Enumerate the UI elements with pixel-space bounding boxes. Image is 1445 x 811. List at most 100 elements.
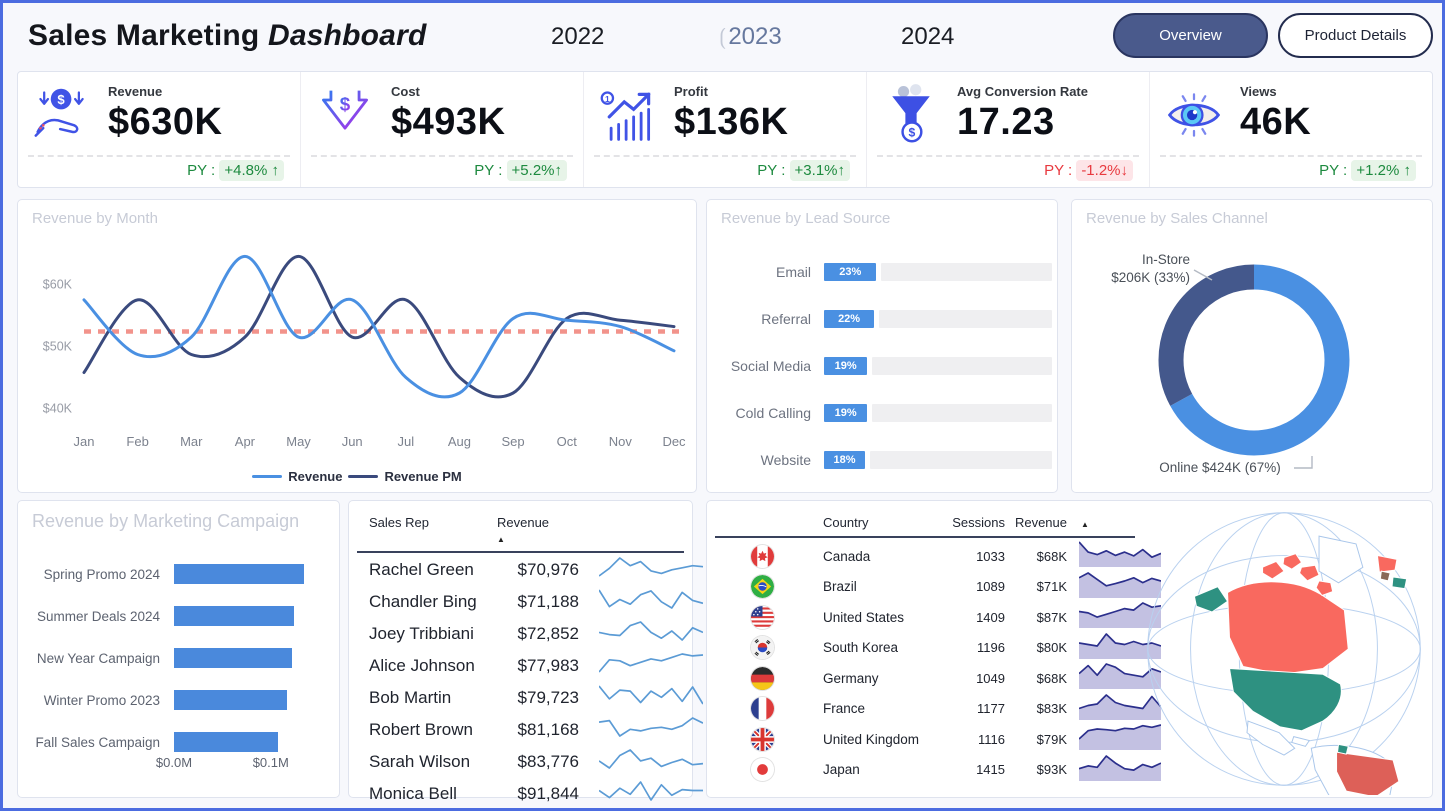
svg-text:Oct: Oct [557, 434, 578, 449]
world-map[interactable] [1138, 503, 1430, 808]
svg-text:Jun: Jun [342, 434, 363, 449]
divider [877, 155, 1139, 157]
table-row[interactable]: Robert Brown $81,168 [357, 713, 704, 745]
legend-item[interactable]: Revenue [252, 469, 342, 484]
table-row[interactable]: Brazil 1089 $71K [715, 569, 1162, 600]
revenue-sparkline [585, 588, 704, 615]
bar-value: 18% [824, 450, 866, 469]
kpi-value: $136K [674, 101, 789, 143]
revenue-by-marketing-campaign-card: Revenue by Marketing Campaign Spring Pro… [17, 500, 340, 798]
map-europe-red [1376, 554, 1398, 573]
table-row[interactable]: Monica Bell $91,844 [357, 777, 703, 808]
table-row[interactable]: Chandler Bing $71,188 [357, 585, 704, 617]
table-row[interactable]: South Korea 1196 $80K [715, 630, 1162, 661]
table-row[interactable]: France 1177 $83K [715, 691, 1162, 722]
selection-mark: ⟮ [719, 24, 727, 49]
overview-button[interactable]: Overview [1113, 13, 1268, 58]
svg-text:$60K: $60K [43, 277, 73, 291]
sessions-value: 1409 [976, 609, 1005, 625]
svg-text:Nov: Nov [609, 434, 633, 449]
sort-ascending-icon[interactable]: ▲ [497, 535, 505, 544]
kpi-card-revenue: $ Revenue $630K PY : +4.8% ↑ [18, 72, 300, 187]
revenue-by-month-line-chart[interactable]: $40K $50K $60K Jan Feb Mar Apr May Jun Jul Aug Sep O… [26, 232, 690, 460]
table-header: Sales Rep Revenue ▲ [357, 501, 684, 553]
product-details-button[interactable]: Product Details [1278, 13, 1433, 58]
lead-source-row[interactable]: Cold Calling 19% [715, 389, 1052, 436]
revenue-trend-sparkline [1067, 693, 1163, 725]
revenue-value: $71K [1036, 579, 1067, 594]
table-row[interactable]: United Kingdom 1116 $79K [715, 721, 1162, 752]
sessions-value: 1196 [977, 640, 1005, 655]
legend-item[interactable]: Revenue PM [348, 469, 462, 484]
table-row[interactable]: Alice Johnson $77,983 [357, 649, 704, 681]
map-europe-teal [1391, 576, 1408, 590]
year-tab-2024[interactable]: 2024 [901, 23, 955, 50]
revenue-sparkline [585, 652, 704, 679]
axis-tick: $0.0M [155, 755, 193, 770]
revenue-value: $79,723 [517, 687, 579, 707]
table-row[interactable]: Japan 1415 $93K [715, 752, 1162, 783]
revenue-trend-sparkline [1067, 632, 1163, 664]
bar-value: 22% [824, 309, 875, 328]
campaign-row[interactable]: Fall Sales Campaign [24, 721, 333, 763]
chart-title: Revenue by Sales Channel [1086, 210, 1268, 227]
lead-source-row[interactable]: Website 18% [715, 436, 1052, 483]
revenue-value: $91,844 [517, 783, 579, 803]
campaign-row[interactable]: New Year Campaign [24, 637, 333, 679]
kpi-label: Avg Conversion Rate [957, 84, 1088, 99]
table-row[interactable]: Bob Martin $79,723 [357, 681, 704, 713]
map-greenland [1318, 535, 1364, 584]
category-label: Referral [761, 310, 811, 327]
year-tab-2023[interactable]: ⟮2023 [719, 23, 782, 50]
year-tab-2022[interactable]: 2022 [551, 23, 605, 50]
revenue-sparkline [585, 780, 703, 807]
revenue-by-sales-channel-card: Revenue by Sales Channel In-Store $206K (… [1071, 199, 1433, 493]
campaign-row[interactable]: Spring Promo 2024 [24, 553, 333, 595]
svg-text:$206K (33%): $206K (33%) [1111, 270, 1190, 285]
country-name: Brazil [823, 579, 857, 594]
divider [28, 155, 290, 157]
svg-text:$50K: $50K [43, 339, 73, 353]
country-table-map-card: Country Sessions Revenue ▲ Canada 1033 $68… [706, 500, 1433, 808]
table-row[interactable]: United States 1409 $87K [715, 599, 1162, 630]
campaign-row[interactable]: Winter Promo 2023 [24, 679, 333, 721]
map-europe-brown [1379, 570, 1391, 582]
bar [174, 606, 294, 626]
lead-source-row[interactable]: Referral 22% [715, 295, 1052, 342]
svg-text:$: $ [340, 93, 351, 114]
country-name: Germany [823, 670, 879, 686]
flag-canada-icon [751, 544, 774, 568]
revenue-value: $68K [1036, 670, 1067, 686]
kpi-label: Cost [391, 84, 420, 99]
revenue-value: $77,983 [517, 655, 579, 675]
table-row[interactable]: Germany 1049 $68K [715, 660, 1162, 691]
revenue-trend-sparkline [1067, 662, 1163, 694]
sessions-value: 1116 [978, 731, 1005, 747]
bar [174, 648, 292, 668]
revenue-value: $71,188 [517, 591, 579, 611]
kpi-py-delta: PY : +4.8% ↑ [187, 160, 284, 181]
conversion-funnel-icon: $ [881, 84, 941, 146]
table-row[interactable]: Rachel Green $70,976 [357, 553, 704, 585]
map-cuba [1291, 736, 1311, 747]
svg-text:Aug: Aug [448, 434, 471, 449]
sales-channel-donut-chart[interactable]: In-Store $206K (33%) Online $424K (67%) [1072, 222, 1432, 490]
country-name: South Korea [823, 640, 899, 655]
table-row[interactable]: Canada 1033 $68K [715, 538, 1162, 569]
category-label: New Year Campaign [36, 650, 160, 666]
revenue-trend-sparkline [1067, 754, 1163, 786]
table-row[interactable]: Joey Tribbiani $72,852 [357, 617, 704, 649]
map-mexico [1246, 720, 1296, 756]
flag-japan-icon [751, 758, 774, 781]
revenue-value: $81,168 [517, 719, 579, 739]
revenue-value: $83K [1036, 701, 1067, 716]
lead-source-row[interactable]: Social Media 19% [715, 342, 1052, 389]
sessions-value: 1033 [976, 548, 1005, 564]
sort-ascending-icon[interactable]: ▲ [1081, 520, 1089, 529]
table-row[interactable]: Sarah Wilson $83,776 [357, 745, 704, 777]
lead-source-row[interactable]: Email 23% [715, 248, 1052, 295]
sessions-value: 1089 [976, 579, 1005, 594]
campaign-row[interactable]: Summer Deals 2024 [24, 595, 333, 637]
revenue-value: $79K [1036, 731, 1067, 747]
category-label: Cold Calling [735, 404, 811, 421]
